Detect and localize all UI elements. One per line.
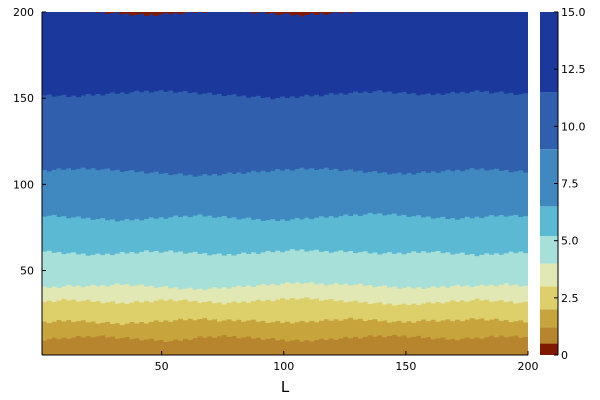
colorbar-tick-label: 12.5 (561, 63, 586, 76)
y-tick-label: 150 (13, 92, 34, 105)
heatmap-band (42, 334, 528, 355)
colorbar-level (540, 236, 558, 264)
colorbar-level (540, 343, 558, 355)
y-axis-ticks: 50 100 150 200 (13, 6, 46, 278)
y-tick-label: 50 (20, 265, 34, 278)
colorbar-level (540, 263, 558, 287)
x-tick-label: 150 (395, 360, 416, 373)
colorbar-level (540, 206, 558, 237)
colorbar-level (540, 309, 558, 328)
colorbar-tick-label: 2.5 (561, 292, 579, 305)
colorbar-level (540, 286, 558, 310)
plot-frame (41, 12, 528, 356)
x-tick-label: 50 (155, 360, 169, 373)
colorbar-level (540, 327, 558, 344)
colorbar-tick-label: 15.0 (561, 6, 586, 19)
colorbar-level (540, 149, 558, 207)
x-axis-label: L (281, 378, 290, 396)
x-tick-label: 200 (518, 360, 539, 373)
colorbar-tick-label: 7.5 (561, 178, 579, 191)
y-tick-label: 200 (13, 6, 34, 19)
colorbar-ticks: 0 2.5 5.0 7.5 10.0 12.5 15.0 (554, 6, 586, 362)
colorbar-tick-label: 5.0 (561, 235, 579, 248)
colorbar-level (540, 92, 558, 150)
colorbar-level (540, 12, 558, 93)
colorbar-tick-label: 0 (561, 349, 568, 362)
x-axis-ticks: 50 100 150 200 (155, 351, 539, 373)
x-tick-label: 100 (273, 360, 294, 373)
y-tick-label: 100 (13, 178, 34, 191)
heatmap-area (42, 12, 528, 356)
colorbar-tick-label: 10.0 (561, 120, 586, 133)
